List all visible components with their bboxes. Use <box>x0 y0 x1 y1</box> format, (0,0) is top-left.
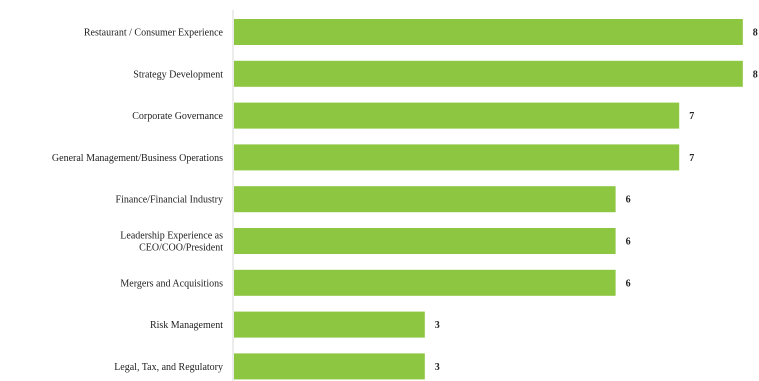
category-label-line: General Management/Business Operations <box>52 153 223 164</box>
category-label: Mergers and Acquisitions <box>120 278 223 289</box>
category-label: Corporate Governance <box>132 111 223 122</box>
category-label-line: Leadership Experience as <box>120 231 223 242</box>
value-label: 3 <box>435 320 440 331</box>
category-label: Risk Management <box>150 320 223 331</box>
value-labels-group: 8 8 7 7 6 6 6 3 3 <box>435 28 758 373</box>
value-label: 8 <box>753 28 758 39</box>
value-label: 6 <box>626 278 631 289</box>
value-label: 3 <box>435 362 440 373</box>
category-label-line: CEO/COO/President <box>139 243 223 254</box>
value-label: 6 <box>626 195 631 206</box>
category-label: Strategy Development <box>133 69 223 80</box>
category-labels-group: Restaurant / Consumer Experience Strategy… <box>52 28 224 373</box>
value-label: 7 <box>689 111 694 122</box>
category-label: Finance/Financial Industry <box>116 195 223 206</box>
bar <box>234 102 680 129</box>
category-label-line: Strategy Development <box>133 69 223 80</box>
category-label: General Management/Business Operations <box>52 153 223 164</box>
category-label-line: Legal, Tax, and Regulatory <box>114 362 223 373</box>
value-label: 8 <box>753 69 758 80</box>
bar <box>234 19 743 45</box>
value-label: 6 <box>626 237 631 248</box>
category-label-line: Mergers and Acquisitions <box>120 278 223 289</box>
bar <box>234 311 425 338</box>
bar <box>234 186 616 213</box>
category-label-line: Risk Management <box>150 320 223 331</box>
bar <box>234 269 616 296</box>
bars-group <box>234 19 743 380</box>
bar <box>234 144 680 171</box>
category-label-line: Restaurant / Consumer Experience <box>84 28 224 39</box>
category-label: Legal, Tax, and Regulatory <box>114 362 223 373</box>
category-label: Restaurant / Consumer Experience <box>84 28 224 39</box>
value-label: 7 <box>689 153 694 164</box>
bar <box>234 228 616 254</box>
category-label-line: Corporate Governance <box>132 111 223 122</box>
category-label-line: Finance/Financial Industry <box>116 195 223 206</box>
bar <box>234 353 425 380</box>
bar <box>234 60 743 87</box>
category-label: Leadership Experience as CEO/COO/Presiden… <box>120 231 223 254</box>
